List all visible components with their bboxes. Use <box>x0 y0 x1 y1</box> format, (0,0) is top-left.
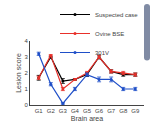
svg-text:3: 3 <box>24 54 28 60</box>
svg-text:301V: 301V <box>95 50 109 56</box>
svg-text:Brain area: Brain area <box>71 115 103 122</box>
svg-text:G6: G6 <box>95 108 104 114</box>
svg-text:1: 1 <box>24 86 28 92</box>
svg-text:2: 2 <box>24 70 28 76</box>
svg-text:Suspected case: Suspected case <box>95 12 138 18</box>
svg-text:Lesion score: Lesion score <box>15 53 22 93</box>
svg-text:G5: G5 <box>83 108 92 114</box>
svg-text:G3: G3 <box>59 108 68 114</box>
svg-text:G7: G7 <box>107 108 116 114</box>
svg-text:G2: G2 <box>47 108 56 114</box>
svg-text:G8: G8 <box>119 108 128 114</box>
svg-text:4: 4 <box>24 38 28 44</box>
svg-text:Ovine BSE: Ovine BSE <box>95 31 124 37</box>
svg-text:G9: G9 <box>131 108 140 114</box>
svg-text:G4: G4 <box>71 108 80 114</box>
svg-text:G1: G1 <box>35 108 44 114</box>
svg-text:0: 0 <box>24 102 28 108</box>
